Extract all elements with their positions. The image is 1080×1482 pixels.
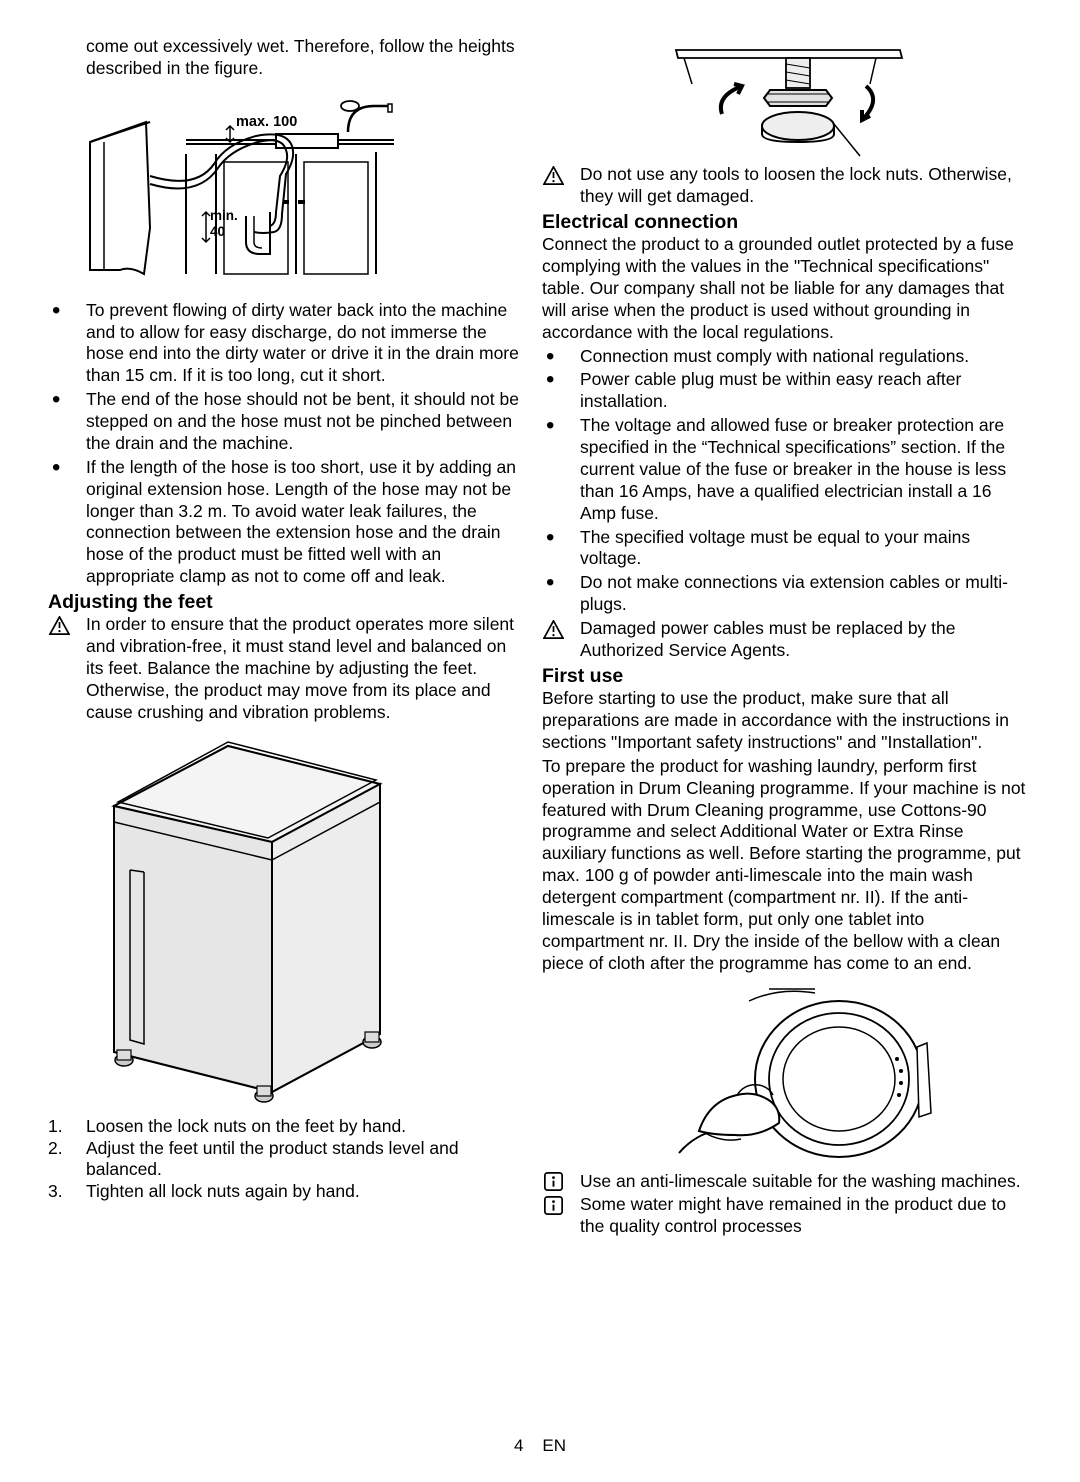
info-text: Use an anti-limescale suitable for the w… <box>580 1171 1021 1191</box>
drain-hose-diagram: max. 100 min. 40 <box>86 94 396 286</box>
electrical-heading: Electrical connection <box>542 210 1030 234</box>
language-code: EN <box>542 1436 566 1455</box>
warning-text: In order to ensure that the product oper… <box>86 614 514 722</box>
door-wipe-diagram <box>639 983 933 1161</box>
intro-text: come out excessively wet. Therefore, fol… <box>86 36 528 80</box>
list-item: The specified voltage must be equal to y… <box>542 527 1030 571</box>
warning-icon <box>542 619 564 639</box>
info-note-2: Some water might have remained in the pr… <box>542 1194 1030 1238</box>
list-item: Tighten all lock nuts again by hand. <box>48 1181 528 1203</box>
list-item: Power cable plug must be within easy rea… <box>542 369 1030 413</box>
washing-machine-diagram <box>84 732 398 1104</box>
first-use-p2: To prepare the product for washing laund… <box>542 756 1030 975</box>
list-item: Adjust the feet until the product stands… <box>48 1138 528 1182</box>
electrical-bullet-list: Connection must comply with national reg… <box>542 346 1030 617</box>
adjusting-feet-heading: Adjusting the feet <box>48 590 528 614</box>
foot-adjustment-diagram <box>666 36 906 160</box>
list-item: Loosen the lock nuts on the feet by hand… <box>48 1116 528 1138</box>
adjusting-warning: In order to ensure that the product oper… <box>48 614 528 723</box>
svg-text:40: 40 <box>210 224 225 239</box>
info-text: Some water might have remained in the pr… <box>580 1194 1006 1236</box>
list-item: If the length of the hose is too short, … <box>48 457 528 588</box>
page-number: 4 <box>514 1436 523 1455</box>
feet-steps-list: Loosen the lock nuts on the feet by hand… <box>48 1116 528 1204</box>
electrical-intro: Connect the product to a grounded outlet… <box>542 234 1030 343</box>
first-use-p1: Before starting to use the product, make… <box>542 688 1030 754</box>
hose-bullet-list: To prevent flowing of dirty water back i… <box>48 300 528 588</box>
electrical-warning: Damaged power cables must be replaced by… <box>542 618 1030 662</box>
warning-icon <box>542 165 564 185</box>
list-item: Connection must comply with national reg… <box>542 346 1030 368</box>
info-icon <box>542 1195 564 1215</box>
info-note-1: Use an anti-limescale suitable for the w… <box>542 1171 1030 1193</box>
warning-icon <box>48 615 70 635</box>
warning-text: Damaged power cables must be replaced by… <box>580 618 956 660</box>
svg-text:max. 100: max. 100 <box>236 114 297 130</box>
list-item: Do not make connections via extension ca… <box>542 572 1030 616</box>
svg-text:min.: min. <box>210 208 238 223</box>
info-icon <box>542 1172 564 1192</box>
warning-text: Do not use any tools to loosen the lock … <box>580 164 1012 206</box>
page-footer: 4 EN <box>0 1435 1080 1456</box>
first-use-heading: First use <box>542 664 1030 688</box>
list-item: To prevent flowing of dirty water back i… <box>48 300 528 388</box>
list-item: The end of the hose should not be bent, … <box>48 389 528 455</box>
wrench-warning: Do not use any tools to loosen the lock … <box>542 164 1030 208</box>
list-item: The voltage and allowed fuse or breaker … <box>542 415 1030 524</box>
